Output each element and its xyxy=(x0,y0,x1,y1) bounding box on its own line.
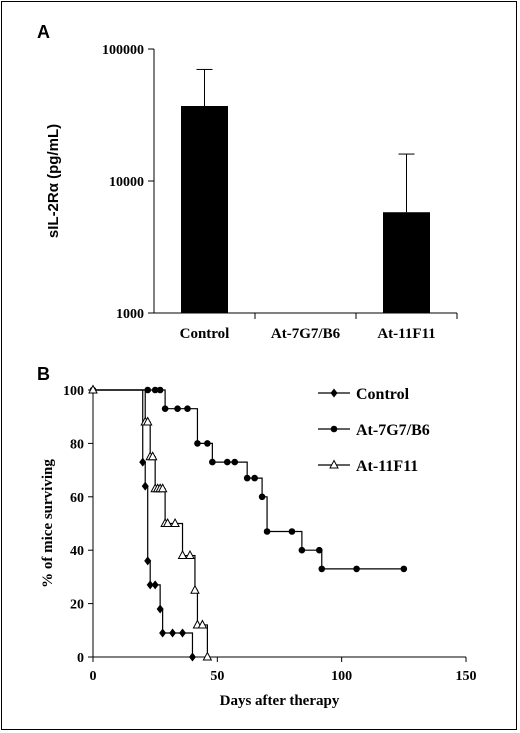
panel-b-data-point xyxy=(169,628,177,638)
panel-b-x-tick-label: 0 xyxy=(90,669,97,684)
panel-b-x-tick-label: 50 xyxy=(210,669,224,684)
panel-a-letter: A xyxy=(37,22,50,42)
panel-b-data-point xyxy=(353,565,360,573)
panel-b-data-point xyxy=(161,405,169,412)
panel-b-series-2 xyxy=(89,386,408,573)
panel-b-legend-marker xyxy=(329,459,339,469)
panel-a-y-tick-label: 1000 xyxy=(116,307,144,322)
panel-b-legend-label: At-7G7/B6 xyxy=(356,422,430,439)
panel-b-data-point xyxy=(151,386,159,394)
panel-b-x-tick-label: 150 xyxy=(456,669,477,684)
panel-b-data-point xyxy=(251,474,258,482)
panel-b-legend-marker xyxy=(330,425,338,433)
panel-b-data-point xyxy=(400,565,408,573)
panel-b-legend-marker xyxy=(330,388,338,398)
panel-b-data-point xyxy=(231,458,239,466)
panel-b-legend-label: Control xyxy=(356,386,410,403)
panel-b-data-point xyxy=(194,440,201,447)
panel-a-category-label: At-11F11 xyxy=(377,326,435,342)
panel-b-data-point xyxy=(159,628,167,638)
panel-b-data-point xyxy=(202,651,213,661)
panel-b-legend-item: At-7G7/B6 xyxy=(318,422,430,439)
panel-b-legend: Control At-7G7/B6 At-11F11 xyxy=(318,386,430,475)
panel-b-data-point xyxy=(318,565,326,573)
panel-b-legend-item: Control xyxy=(318,386,410,403)
panel-b-data-point xyxy=(258,493,266,501)
panel-b-data-point xyxy=(243,474,251,482)
panel-b-data-point xyxy=(315,546,323,554)
panel-b-data-point xyxy=(204,440,211,447)
panel-b-legend-label: At-11F11 xyxy=(356,458,418,475)
panel-b-data-point xyxy=(209,458,216,466)
panel-b: B % of mice surviving Days after therapy… xyxy=(37,364,477,709)
panel-b-data-point xyxy=(184,405,191,412)
panel-a-category-label: Control xyxy=(180,326,230,342)
panel-b-y-axis-label: % of mice surviving xyxy=(40,459,56,588)
panel-b-data-point xyxy=(151,580,159,590)
panel-b-data-point xyxy=(88,384,98,394)
panel-b-data-point xyxy=(185,549,195,560)
panel-b-y-tick-label: 20 xyxy=(70,598,84,613)
panel-b-data-point xyxy=(298,546,306,554)
panel-a-category-labels: Control At-7G7/B6 At-11F11 xyxy=(180,326,436,342)
panel-b-data-point xyxy=(263,528,271,535)
panel-a-y-axis-label: sIL-2Rα (pg/mL) xyxy=(45,124,62,238)
panel-b-data-point xyxy=(157,483,168,493)
panel-b-y-tick-label: 0 xyxy=(77,651,84,666)
panel-b-data-point xyxy=(188,652,196,662)
panel-b-data-point xyxy=(141,481,149,491)
panel-a-bar xyxy=(383,212,430,313)
panel-b-data-point xyxy=(179,628,187,638)
panel-b-data-point xyxy=(174,405,181,412)
panel-b-y-tick-label: 40 xyxy=(70,544,84,559)
panel-b-y-tick-label: 100 xyxy=(63,384,84,399)
panel-a-y-tick-label: 10000 xyxy=(109,175,144,190)
panel-b-legend-item: At-11F11 xyxy=(318,458,418,475)
panel-b-data-point xyxy=(190,584,200,594)
panel-b-x-tick-label: 100 xyxy=(331,669,352,684)
panel-b-data-point xyxy=(223,458,231,466)
panel-b-y-tick-label: 60 xyxy=(70,491,84,506)
panel-b-data-point xyxy=(156,604,164,614)
panel-b-letter: B xyxy=(37,364,50,384)
panel-a-category-label: At-7G7/B6 xyxy=(271,326,341,342)
panel-b-data-point xyxy=(144,556,152,566)
panel-b-survival-line xyxy=(93,389,208,657)
panel-b-data-point xyxy=(147,451,158,461)
panel-b-data-point xyxy=(170,517,180,527)
panel-a-bar xyxy=(181,105,228,313)
panel-b-data-point xyxy=(146,580,154,590)
panel-b-data-point xyxy=(144,386,152,394)
panel-a: A sIL-2Rα (pg/mL) 1000 10000 100000 Contro… xyxy=(37,22,458,342)
panel-b-data-point xyxy=(162,517,173,527)
panel-b-x-axis-label: Days after therapy xyxy=(220,693,340,709)
panel-b-series xyxy=(88,384,408,662)
panel-b-y-tick-label: 80 xyxy=(70,437,84,452)
panel-b-axes: 0 20 40 60 80 100 0 50 100 150 xyxy=(63,384,477,684)
panel-b-data-point xyxy=(177,549,188,560)
panel-b-data-point xyxy=(197,619,208,629)
panel-b-data-point xyxy=(142,416,153,426)
panel-b-data-point xyxy=(156,386,164,394)
panel-b-data-point xyxy=(288,528,296,535)
panel-b-data-point xyxy=(139,457,147,467)
panel-a-bars xyxy=(181,68,430,313)
panel-a-y-tick-label: 100000 xyxy=(102,43,144,58)
panel-b-series-3 xyxy=(88,384,213,661)
